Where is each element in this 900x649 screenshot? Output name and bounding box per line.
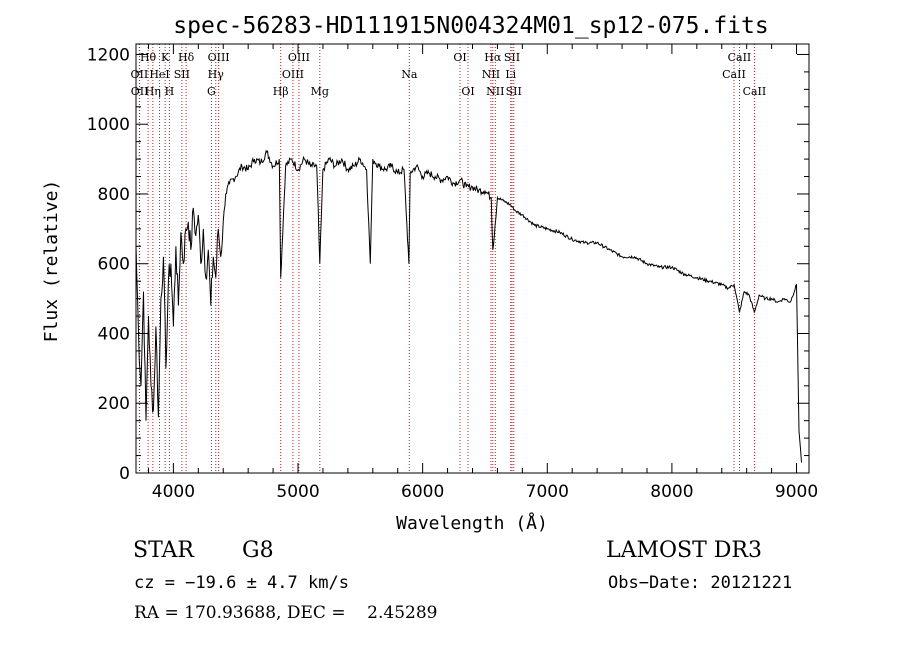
- line-label-24: SII: [506, 85, 522, 98]
- series-spectrum: [135, 149, 802, 463]
- y-tick-label-5: 1000: [87, 115, 130, 135]
- y-tick-label-2: 400: [98, 324, 130, 344]
- line-label-7: SII: [174, 68, 190, 81]
- x-tick-label-0: 4000: [152, 482, 195, 502]
- y-tick-label-3: 600: [98, 255, 130, 275]
- x-tick-label-5: 9000: [775, 482, 818, 502]
- line-label-26: CaII: [722, 68, 746, 81]
- line-label-13: OIII: [282, 68, 304, 81]
- line-label-6: H: [165, 85, 175, 98]
- line-label-18: OI: [461, 85, 474, 98]
- x-tick-label-1: 5000: [276, 482, 319, 502]
- line-label-16: Na: [401, 68, 418, 81]
- object-class: STAR: [133, 538, 194, 563]
- x-axis-label: Wavelength (Å): [396, 512, 548, 534]
- line-label-23: Li: [505, 68, 516, 81]
- line-label-21: NII: [486, 85, 504, 98]
- survey-name: LAMOST DR3: [606, 538, 762, 563]
- line-label-25: CaII: [728, 51, 752, 64]
- coordinates: RA = 170.93688, DEC = 2.45289: [134, 603, 438, 623]
- line-label-3: K: [161, 51, 170, 64]
- line-label-0: Hθ: [140, 51, 157, 64]
- y-tick-label-1: 200: [98, 394, 130, 414]
- line-label-27: CaII: [743, 85, 767, 98]
- line-label-19: Hα: [484, 51, 502, 64]
- line-label-22: SII: [504, 51, 520, 64]
- line-label-8: Hδ: [178, 51, 195, 64]
- line-label-11: G: [207, 85, 216, 98]
- line-label-5: Hη: [145, 85, 161, 98]
- line-label-2: OII: [131, 85, 149, 98]
- x-tick-label-2: 6000: [401, 482, 444, 502]
- plot-frame: [135, 43, 810, 474]
- axis-ticks: 4000 5000 6000 7000 8000 9000 0 200 400 600 800 100…: [87, 44, 818, 502]
- y-axis-label: Flux (relative): [41, 180, 62, 343]
- line-label-10: Hγ: [208, 68, 225, 81]
- line-label-20: NII: [482, 68, 500, 81]
- chart-title: spec-56283-HD111915N004324M01_sp12-075.f…: [173, 13, 768, 39]
- series-layer: [135, 149, 802, 463]
- y-tick-label-4: 800: [98, 185, 130, 205]
- line-label-17: OI: [453, 51, 466, 64]
- line-label-15: Mg: [311, 85, 329, 98]
- line-label-12: Hβ: [273, 85, 289, 98]
- object-subclass: G8: [242, 538, 274, 563]
- line-label-4: HeI: [149, 68, 169, 81]
- line-label-9: OIII: [208, 51, 230, 64]
- observation-date: Obs−Date: 20121221: [608, 573, 793, 593]
- y-tick-label-6: 1200: [87, 45, 130, 65]
- x-tick-label-4: 8000: [650, 482, 693, 502]
- line-label-14: OIII: [288, 51, 310, 64]
- y-tick-label-0: 0: [119, 464, 130, 484]
- x-tick-label-3: 7000: [526, 482, 569, 502]
- redshift-velocity: cz = −19.6 ± 4.7 km/s: [134, 573, 349, 593]
